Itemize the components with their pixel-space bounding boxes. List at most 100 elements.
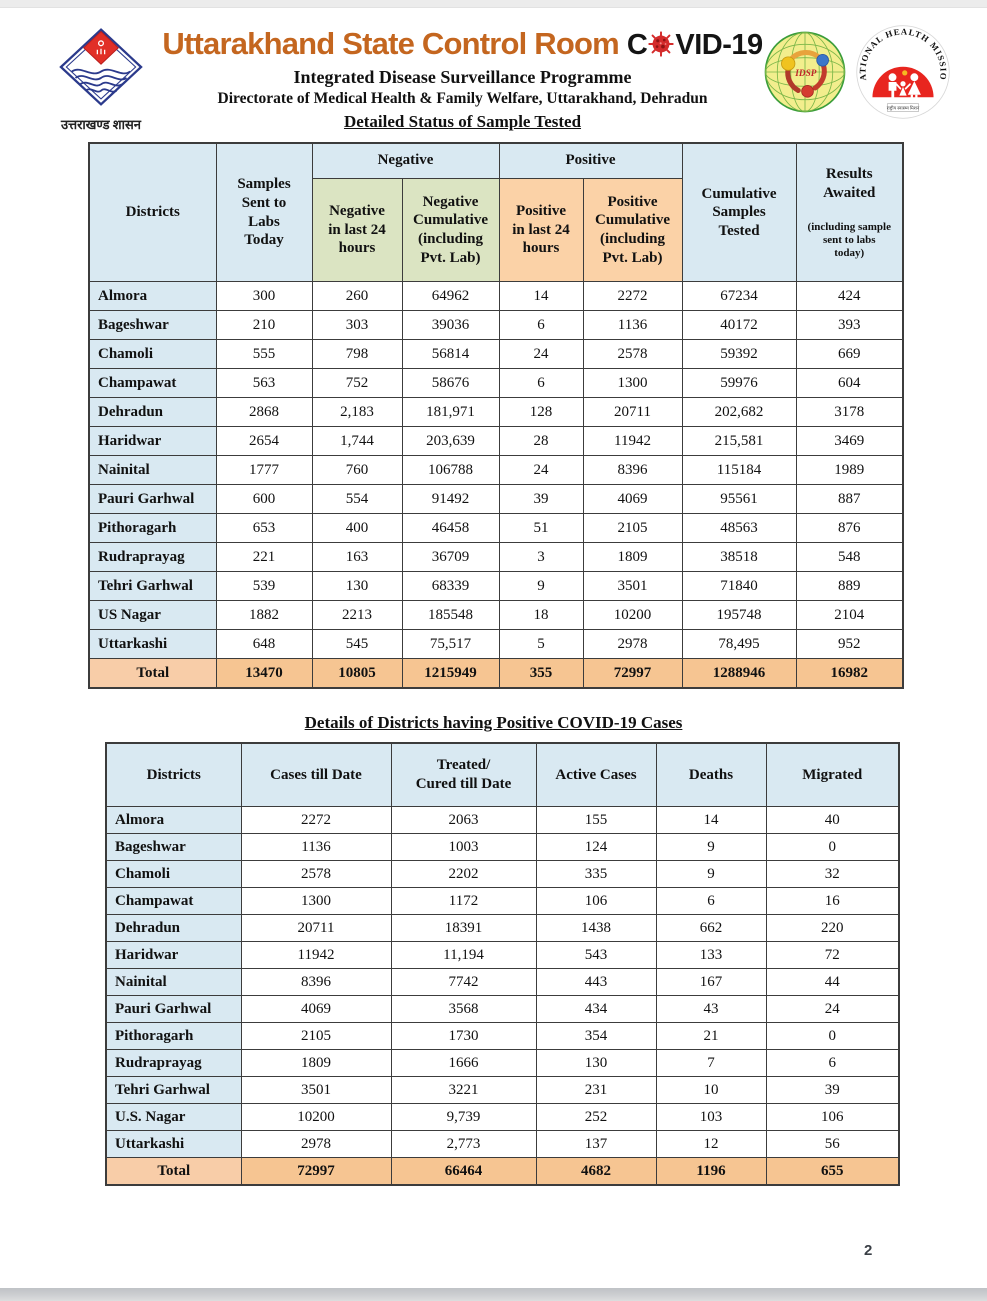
total-row: Total 13470 10805 1215949 355 72997 1288946 169… xyxy=(88,658,904,689)
value-cell: 335 xyxy=(535,860,657,889)
value-cell: 203,639 xyxy=(401,426,500,457)
value-cell: 539 xyxy=(215,571,313,602)
value-cell: 1809 xyxy=(582,542,683,573)
value-cell: 39 xyxy=(498,484,584,515)
value-cell: 2213 xyxy=(311,600,403,631)
value-cell: 10200 xyxy=(240,1103,392,1132)
value-cell: 36709 xyxy=(401,542,500,573)
value-cell: 18 xyxy=(498,600,584,631)
value-cell: 952 xyxy=(795,629,904,660)
total-label: Total xyxy=(105,1157,242,1186)
value-cell: 2104 xyxy=(795,600,904,631)
value-cell: 67234 xyxy=(681,281,797,312)
value-cell: 355 xyxy=(498,658,584,689)
value-cell: 2272 xyxy=(582,281,683,312)
district-name: Bageshwar xyxy=(88,310,217,341)
district-name: Almora xyxy=(88,281,217,312)
value-cell: 2105 xyxy=(582,513,683,544)
value-cell: 106788 xyxy=(401,455,500,486)
value-cell: 9 xyxy=(655,860,767,889)
value-cell: 20711 xyxy=(240,914,392,943)
idsp-label: IDSP xyxy=(794,68,816,78)
value-cell: 600 xyxy=(215,484,313,515)
table-row: Haridwar 2654 1,744 203,639 28 11942 215,581 34… xyxy=(88,426,904,457)
value-cell: 354 xyxy=(535,1022,657,1051)
value-cell: 2654 xyxy=(215,426,313,457)
value-cell: 1136 xyxy=(582,310,683,341)
district-name: Pauri Garhwal xyxy=(105,995,242,1024)
district-name: Dehradun xyxy=(88,397,217,428)
col-group-positive: Positive xyxy=(498,142,683,179)
positive-cases-table: Districts Cases till Date Treated/ Cured… xyxy=(105,741,900,1186)
district-name: Rudraprayag xyxy=(88,542,217,573)
value-cell: 393 xyxy=(795,310,904,341)
district-name: Tehri Garhwal xyxy=(105,1076,242,1105)
table-row: Pauri Garhwal 600 554 91492 39 4069 95561 887 xyxy=(88,484,904,515)
value-cell: 46458 xyxy=(401,513,500,544)
col-header-negative-24h: Negative in last 24 hours xyxy=(311,177,403,283)
uttarakhand-government-logo: उत्तराखण्ड शासन xyxy=(40,20,162,133)
value-cell: 752 xyxy=(311,368,403,399)
value-cell: 4069 xyxy=(582,484,683,515)
total-row: Total 72997 66464 4682 1196 655 xyxy=(105,1157,900,1186)
value-cell: 106 xyxy=(765,1103,900,1132)
district-name: Pauri Garhwal xyxy=(88,484,217,515)
table-row: Tehri Garhwal 539 130 68339 9 3501 71840 889 xyxy=(88,571,904,602)
table-row: Almora 2272 2063 155 14 40 xyxy=(105,806,900,835)
nhm-logo-icon: NATIONAL HEALTH MISSION राष्ट्री xyxy=(855,24,950,119)
district-name: Chamoli xyxy=(105,860,242,889)
table-row: Rudraprayag 1809 1666 130 7 6 xyxy=(105,1049,900,1078)
value-cell: 8396 xyxy=(240,968,392,997)
value-cell: 0 xyxy=(765,1022,900,1051)
value-cell: 38518 xyxy=(681,542,797,573)
value-cell: 655 xyxy=(765,1157,900,1186)
table-row: Chamoli 2578 2202 335 9 32 xyxy=(105,860,900,889)
value-cell: 1196 xyxy=(655,1157,767,1186)
value-cell: 3221 xyxy=(390,1076,537,1105)
value-cell: 760 xyxy=(311,455,403,486)
value-cell: 58676 xyxy=(401,368,500,399)
value-cell: 876 xyxy=(795,513,904,544)
value-cell: 6 xyxy=(498,310,584,341)
subtitle-directorate: Directorate of Medical Health & Family W… xyxy=(217,90,708,107)
value-cell: 3501 xyxy=(582,571,683,602)
value-cell: 59392 xyxy=(681,339,797,370)
district-name: Champawat xyxy=(105,887,242,916)
district-name: Pithoragarh xyxy=(105,1022,242,1051)
district-name: Pithoragarh xyxy=(88,513,217,544)
value-cell: 91492 xyxy=(401,484,500,515)
value-cell: 66464 xyxy=(390,1157,537,1186)
district-name: Haridwar xyxy=(105,941,242,970)
sample-tested-table: Districts Samples Sent to Labs Today Neg… xyxy=(88,142,904,689)
value-cell: 6 xyxy=(498,368,584,399)
value-cell: 75,517 xyxy=(401,629,500,660)
value-cell: 3501 xyxy=(240,1076,392,1105)
table-row: Dehradun 20711 18391 1438 662 220 xyxy=(105,914,900,943)
value-cell: 185548 xyxy=(401,600,500,631)
district-name: Dehradun xyxy=(105,914,242,943)
uttarakhand-logo-caption: उत्तराखण्ड शासन xyxy=(60,117,141,132)
value-cell: 1989 xyxy=(795,455,904,486)
value-cell: 2868 xyxy=(215,397,313,428)
value-cell: 7742 xyxy=(390,968,537,997)
value-cell: 4069 xyxy=(240,995,392,1024)
report-header: उत्तराखण्ड शासन Uttarakhand State Contro… xyxy=(0,8,987,133)
district-name: Chamoli xyxy=(88,339,217,370)
district-name: US Nagar xyxy=(88,600,217,631)
value-cell: 3568 xyxy=(390,995,537,1024)
value-cell: 3469 xyxy=(795,426,904,457)
value-cell: 43 xyxy=(655,995,767,1024)
value-cell: 0 xyxy=(765,833,900,862)
value-cell: 137 xyxy=(535,1130,657,1159)
value-cell: 78,495 xyxy=(681,629,797,660)
value-cell: 72997 xyxy=(240,1157,392,1186)
value-cell: 2272 xyxy=(240,806,392,835)
value-cell: 9 xyxy=(655,833,767,862)
value-cell: 1003 xyxy=(390,833,537,862)
table-row: Chamoli 555 798 56814 24 2578 59392 669 xyxy=(88,339,904,370)
value-cell: 1666 xyxy=(390,1049,537,1078)
value-cell: 252 xyxy=(535,1103,657,1132)
col-header-treated-cured: Treated/ Cured till Date xyxy=(390,742,537,808)
covid-c-letter: C xyxy=(626,29,648,61)
sample-table-body: Almora 300 260 64962 14 2272 67234 424 Bageshwar… xyxy=(88,281,904,689)
